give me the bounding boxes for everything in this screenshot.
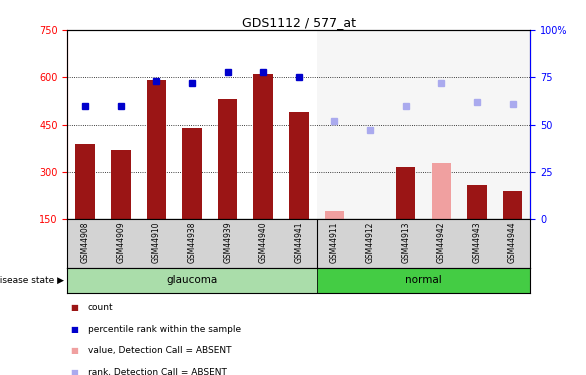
Text: normal: normal	[405, 275, 442, 285]
Bar	[146, 81, 166, 219]
Bar	[218, 99, 237, 219]
Bar	[431, 163, 451, 219]
Text: GSM44942: GSM44942	[437, 222, 446, 263]
Text: glaucoma: glaucoma	[166, 275, 217, 285]
Text: GSM44940: GSM44940	[259, 222, 268, 263]
Text: ■: ■	[70, 368, 78, 375]
Bar	[467, 184, 487, 219]
Text: GSM44944: GSM44944	[508, 222, 517, 263]
Text: value, Detection Call = ABSENT: value, Detection Call = ABSENT	[88, 346, 231, 355]
Text: GSM44938: GSM44938	[188, 222, 196, 263]
Text: rank, Detection Call = ABSENT: rank, Detection Call = ABSENT	[88, 368, 227, 375]
Bar	[316, 30, 530, 219]
Text: GSM44911: GSM44911	[330, 222, 339, 263]
Title: GDS1112 / 577_at: GDS1112 / 577_at	[242, 16, 356, 29]
Bar	[325, 211, 344, 219]
Text: percentile rank within the sample: percentile rank within the sample	[88, 325, 241, 334]
Bar	[76, 144, 95, 219]
Bar	[67, 268, 316, 292]
Bar	[289, 112, 309, 219]
Text: GSM44908: GSM44908	[81, 222, 90, 263]
Bar	[360, 219, 380, 229]
Text: count: count	[88, 303, 114, 312]
Text: GSM44913: GSM44913	[401, 222, 410, 263]
Text: GSM44910: GSM44910	[152, 222, 161, 263]
Bar	[503, 191, 522, 219]
Bar	[182, 128, 202, 219]
Text: disease state ▶: disease state ▶	[0, 276, 64, 285]
Text: GSM44939: GSM44939	[223, 222, 232, 263]
Bar	[316, 268, 530, 292]
Bar	[254, 74, 273, 219]
Text: ■: ■	[70, 303, 78, 312]
Bar	[396, 167, 415, 219]
Text: GSM44943: GSM44943	[472, 222, 482, 263]
Text: GSM44912: GSM44912	[366, 222, 374, 263]
Text: GSM44941: GSM44941	[294, 222, 304, 263]
Text: ■: ■	[70, 325, 78, 334]
Text: ■: ■	[70, 346, 78, 355]
Text: GSM44909: GSM44909	[116, 222, 125, 263]
Bar	[111, 150, 131, 219]
